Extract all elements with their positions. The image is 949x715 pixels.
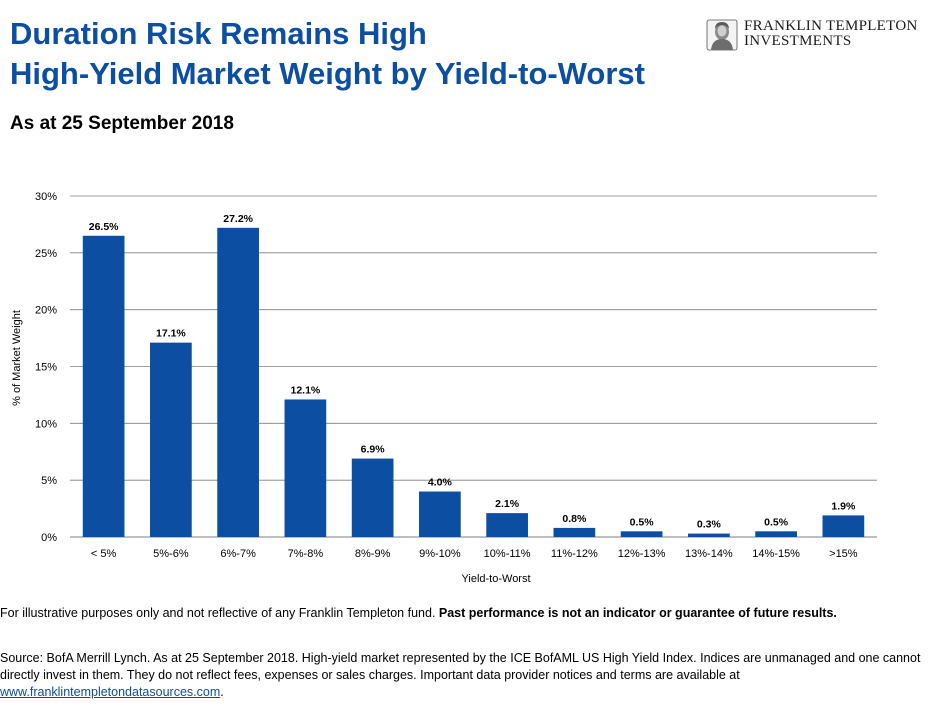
y-tick-label: 10% (35, 418, 57, 430)
x-tick-label: 13%-14% (685, 548, 733, 560)
y-tick-label: 15% (35, 362, 57, 374)
chart-subtitle: As at 25 September 2018 (10, 113, 234, 134)
bar (620, 531, 663, 537)
x-tick-label: < 5% (91, 548, 117, 560)
bar (755, 531, 797, 537)
gridlines (70, 195, 877, 538)
data-label: 17.1% (156, 328, 186, 340)
data-label: 0.3% (697, 519, 722, 531)
data-label: 27.2% (223, 213, 253, 225)
y-axis-ticks: 0% 5% 10% 15% 20% 25% 30% (35, 191, 57, 544)
logo-line-2: INVESTMENTS (744, 33, 852, 49)
x-tick-label: 5%-6% (153, 548, 189, 560)
disclaimer-note: For illustrative purposes only and not r… (0, 606, 837, 620)
logo-line-1: FRANKLIN TEMPLETON (744, 18, 918, 34)
y-tick-label: 20% (35, 305, 57, 317)
data-label: 26.5% (89, 221, 119, 233)
source-link[interactable]: www.franklintempletondatasources.com (0, 685, 221, 699)
x-tick-label: >15% (829, 548, 858, 560)
data-label: 1.9% (831, 500, 856, 512)
franklin-portrait-icon (706, 19, 738, 51)
y-axis-label: % of Market Weight (11, 310, 23, 406)
bar (822, 515, 865, 537)
chart-title: Duration Risk Remains High High-Yield Ma… (10, 14, 645, 94)
data-label: 0.5% (630, 516, 655, 528)
data-label: 6.9% (361, 444, 386, 456)
bar (150, 342, 192, 537)
data-label: 0.5% (764, 516, 789, 528)
disclaimer-text: For illustrative purposes only and not r… (0, 606, 439, 620)
logo-text: FRANKLIN TEMPLETON INVESTMENTS (744, 19, 918, 49)
x-tick-label: 6%-7% (220, 548, 256, 560)
bar (351, 458, 394, 537)
data-label: 2.1% (495, 498, 520, 510)
bar (553, 527, 596, 537)
title-line-1: Duration Risk Remains High (10, 16, 427, 51)
data-label: 12.1% (290, 384, 320, 396)
x-axis-ticks: < 5% 5%-6% 6%-7% 7%-8% 8%-9% 9%-10% 10%-11% 11%… (91, 548, 858, 560)
x-tick-label: 11%-12% (551, 548, 598, 560)
source-end: . (220, 685, 224, 699)
data-labels: 26.5% 17.1% 27.2% 12.1% 6.9% 4.0% 2.1% 0.8% 0.5%… (89, 213, 856, 531)
y-tick-label: 25% (35, 248, 57, 260)
x-tick-label: 7%-8% (288, 548, 324, 560)
x-tick-label: 9%-10% (419, 548, 461, 560)
data-label: 4.0% (428, 477, 453, 489)
source-text: Source: BofA Merrill Lynch. As at 25 Sep… (0, 651, 921, 682)
bar-chart: 0% 5% 10% 15% 20% 25% 30% 26.5% 17.1% 27.2% 12.1%… (11, 191, 877, 585)
source-note: Source: BofA Merrill Lynch. As at 25 Sep… (0, 650, 940, 701)
franklin-templeton-logo: FRANKLIN TEMPLETON INVESTMENTS (706, 19, 936, 53)
bar (486, 513, 528, 537)
bar (284, 399, 327, 537)
bar (688, 533, 730, 537)
bars (82, 227, 865, 537)
y-tick-label: 5% (41, 475, 57, 487)
bar (82, 235, 125, 537)
bar (217, 227, 259, 537)
x-tick-label: 10%-11% (484, 548, 531, 560)
x-tick-label: 8%-9% (355, 548, 391, 560)
bar (419, 491, 461, 537)
x-tick-label: 14%-15% (752, 548, 800, 560)
y-tick-label: 30% (35, 191, 57, 203)
y-tick-label: 0% (41, 532, 57, 544)
title-line-2: High-Yield Market Weight by Yield-to-Wor… (10, 56, 645, 91)
x-tick-label: 12%-13% (618, 548, 666, 560)
disclaimer-bold: Past performance is not an indicator or … (438, 606, 837, 620)
data-label: 0.8% (562, 513, 587, 525)
x-axis-label: Yield-to-Worst (461, 573, 530, 585)
